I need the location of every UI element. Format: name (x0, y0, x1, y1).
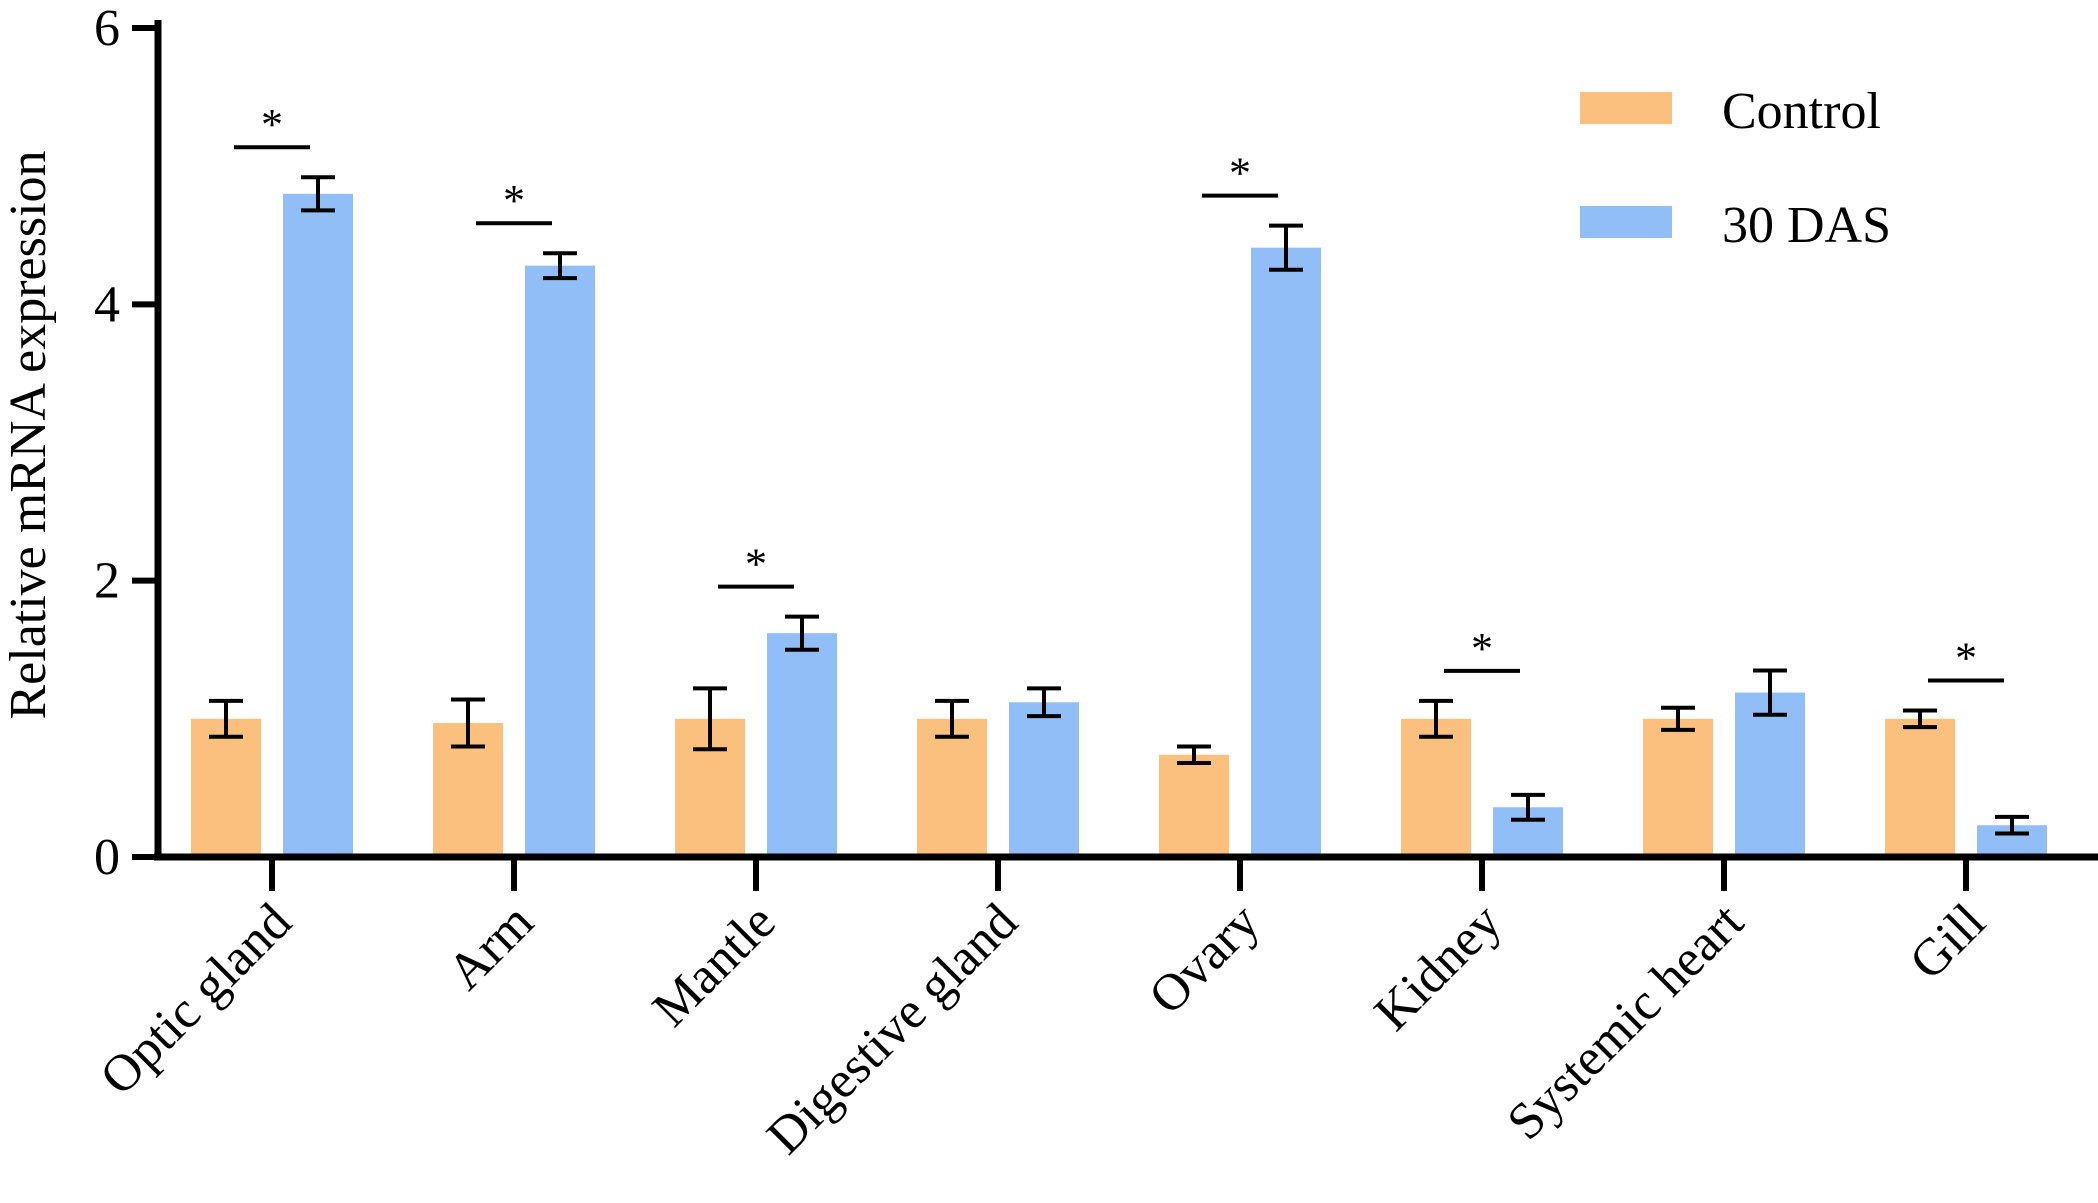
bars-layer (191, 193, 2047, 858)
bar-30-das-systemic-heart (1735, 692, 1805, 857)
legend-label-30-das: 30 DAS (1722, 197, 1891, 254)
error-bar-30-das-optic-gland (301, 175, 335, 213)
bar-30-das-arm (525, 265, 595, 857)
error-bar-control-digestive-gland (935, 698, 969, 739)
error-bar-control-systemic-heart (1661, 705, 1695, 732)
x-tick-label-gill: Gill (1899, 893, 1997, 991)
bar-control-systemic-heart (1643, 718, 1713, 857)
x-tick-label-digestive-gland: Digestive gland (756, 893, 1028, 1165)
y-tick-label-4: 4 (94, 276, 120, 333)
error-bar-30-das-ovary (1269, 223, 1303, 272)
significance-star-ovary: * (1229, 149, 1251, 198)
x-tick-label-kidney: Kidney (1364, 893, 1513, 1042)
bar-control-kidney (1401, 718, 1471, 857)
error-bar-control-gill (1903, 708, 1937, 730)
error-bar-control-ovary (1177, 744, 1211, 766)
bar-30-das-ovary (1251, 247, 1321, 857)
legend-swatch-30-das (1580, 206, 1672, 238)
legend: Control 30 DAS (1580, 83, 1891, 254)
y-tick-label-0: 0 (94, 829, 120, 886)
error-bar-control-optic-gland (209, 698, 243, 739)
x-tick-label-mantle: Mantle (642, 893, 786, 1037)
error-bar-30-das-gill (1995, 814, 2029, 836)
bar-control-gill (1885, 718, 1955, 857)
bar-30-das-optic-gland (283, 193, 353, 858)
significance-star-optic-gland: * (261, 100, 283, 149)
error-bar-30-das-digestive-gland (1027, 686, 1061, 719)
x-tick-label-arm: Arm (437, 893, 545, 1001)
x-tick-label-optic-gland: Optic gland (90, 893, 303, 1106)
error-bar-30-das-arm (543, 251, 577, 281)
y-axis-title: Relative mRNA expression (0, 150, 57, 719)
significance-star-arm: * (503, 176, 525, 225)
bar-30-das-digestive-gland (1009, 702, 1079, 857)
error-bar-control-arm (451, 697, 485, 749)
y-tick-label-6: 6 (94, 0, 120, 57)
error-bar-30-das-mantle (785, 614, 819, 652)
error-bar-30-das-kidney (1511, 792, 1545, 822)
y-ticks-layer: 0 2 4 6 (94, 0, 158, 886)
error-bar-control-kidney (1419, 698, 1453, 739)
significance-star-mantle: * (745, 540, 767, 589)
bar-control-optic-gland (191, 718, 261, 857)
error-bar-30-das-systemic-heart (1753, 668, 1787, 717)
axes-layer (154, 20, 2098, 861)
y-tick-label-2: 2 (94, 553, 120, 610)
x-tick-label-ovary: Ovary (1138, 893, 1270, 1025)
bar-control-digestive-gland (917, 718, 987, 857)
significance-layer: * * * * * * (234, 100, 2004, 683)
error-bars-layer (209, 175, 2029, 836)
error-bar-control-mantle (693, 686, 727, 752)
legend-swatch-control (1580, 92, 1672, 124)
legend-label-control: Control (1722, 83, 1881, 140)
bar-control-ovary (1159, 754, 1229, 857)
x-tick-label-systemic-heart: Systemic heart (1497, 893, 1755, 1151)
significance-star-gill: * (1955, 634, 1977, 683)
significance-star-kidney: * (1471, 624, 1493, 673)
bar-30-das-mantle (767, 633, 837, 857)
